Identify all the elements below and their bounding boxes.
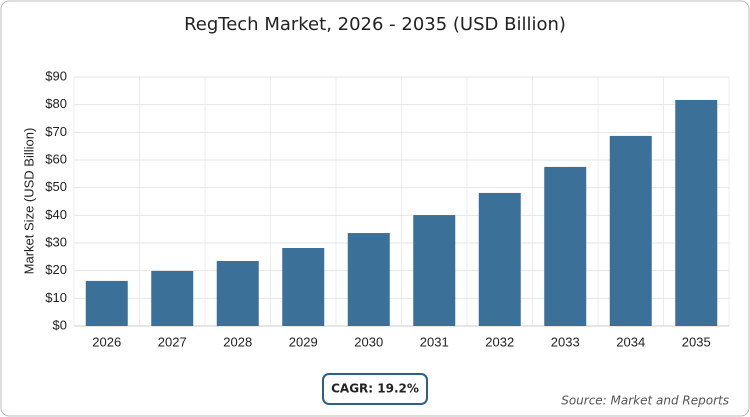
y-axis-label: Market Size (USD Billion) xyxy=(21,128,36,275)
y-tick-label: $80 xyxy=(45,96,67,111)
y-tick-label: $90 xyxy=(45,68,67,83)
bar xyxy=(609,135,652,326)
bar xyxy=(478,192,521,326)
bar xyxy=(216,260,259,326)
y-tick-label: $50 xyxy=(45,179,67,194)
bar xyxy=(544,166,587,326)
annotation-box xyxy=(322,373,428,405)
bar xyxy=(347,233,390,326)
bar xyxy=(413,215,456,326)
y-tick-label: $10 xyxy=(45,290,67,305)
x-tick-label: 2034 xyxy=(616,334,645,349)
x-tick-label: 2033 xyxy=(551,334,580,349)
y-tick-label: $30 xyxy=(45,234,67,249)
source: Source: Market and Reports xyxy=(561,394,729,408)
y-tick-label: $60 xyxy=(45,151,67,166)
x-tick-label: 2027 xyxy=(158,334,187,349)
y-tick-label: $20 xyxy=(45,262,67,277)
annotation: CAGR: 19.2% xyxy=(331,382,419,396)
x-tick-label: 2035 xyxy=(682,334,711,349)
bar xyxy=(85,280,128,326)
bar xyxy=(151,270,194,326)
bar xyxy=(675,99,718,326)
chart-title: RegTech Market, 2026 - 2035 (USD Billion… xyxy=(184,14,566,35)
x-tick-label: 2032 xyxy=(485,334,514,349)
x-tick-label: 2028 xyxy=(223,334,252,349)
x-tick-label: 2030 xyxy=(354,334,383,349)
x-tick-label: 2031 xyxy=(420,334,449,349)
y-tick-label: $70 xyxy=(45,124,67,139)
x-tick-label: 2029 xyxy=(289,334,318,349)
y-tick-label: $40 xyxy=(45,207,67,222)
x-tick-label: 2026 xyxy=(92,334,121,349)
bar xyxy=(282,247,325,326)
y-tick-label: $0 xyxy=(53,317,67,332)
